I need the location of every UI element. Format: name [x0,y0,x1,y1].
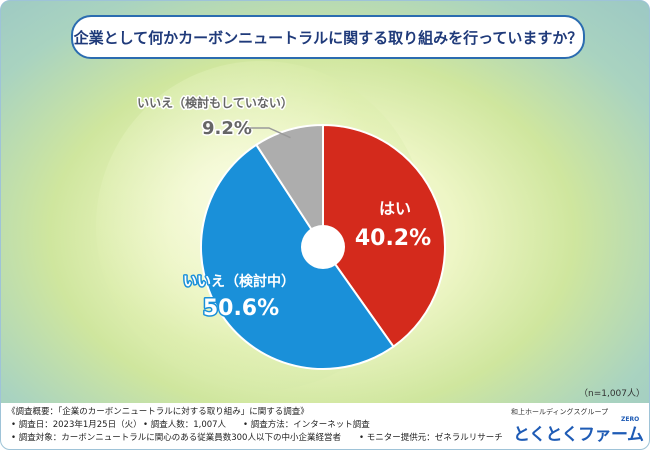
survey-count: • 調査人数：1,007人 [143,420,227,430]
survey-date: • 調査日：2023年1月25日（火） [11,420,142,430]
survey-overview-title: 《調査概要：「企業のカーボンニュートラルに対する取り組み」に関する調査》 [7,407,309,417]
logo-company-name: 和上ホールディングスグループ [511,408,609,416]
survey-provider: • モニター提供元：ゼネラルリサーチ [359,433,503,443]
value-no-not-considering: 9.2% [202,118,252,139]
survey-method: • 調査方法：インターネット調査 [243,420,370,430]
pie-slice-0 [322,123,446,348]
sample-size-label: （n=1,007人） [579,389,646,399]
pie-slice-2 [254,123,324,251]
title-box: 企業として何かカーボンニュートラルに関する取り組みを行っていますか？ [71,15,585,59]
label-no-not-considering: いいえ（検討もしていない） [137,95,293,110]
survey-footer: 《調査概要：「企業のカーボンニュートラルに対する取り組み」に関する調査》 • 調… [1,403,649,449]
pie-center-hole [301,225,345,269]
logo-brand: とくとくファーム [513,425,644,445]
pie-slice-1 [200,143,395,370]
chart-title: 企業として何かカーボンニュートラルに関する取り組みを行っていますか？ [73,28,583,47]
label-no-considering: いいえ（検討中） [183,273,295,290]
value-no-considering: 50.6% [203,296,279,321]
logo-suffix: ZERO [621,416,640,423]
value-yes: 40.2% [355,226,431,251]
leader-line [249,127,291,139]
label-yes: はい [379,199,411,218]
survey-target: • 調査対象：カーボンニュートラルに関心のある従業員数300人以下の中小企業経営… [11,433,341,443]
